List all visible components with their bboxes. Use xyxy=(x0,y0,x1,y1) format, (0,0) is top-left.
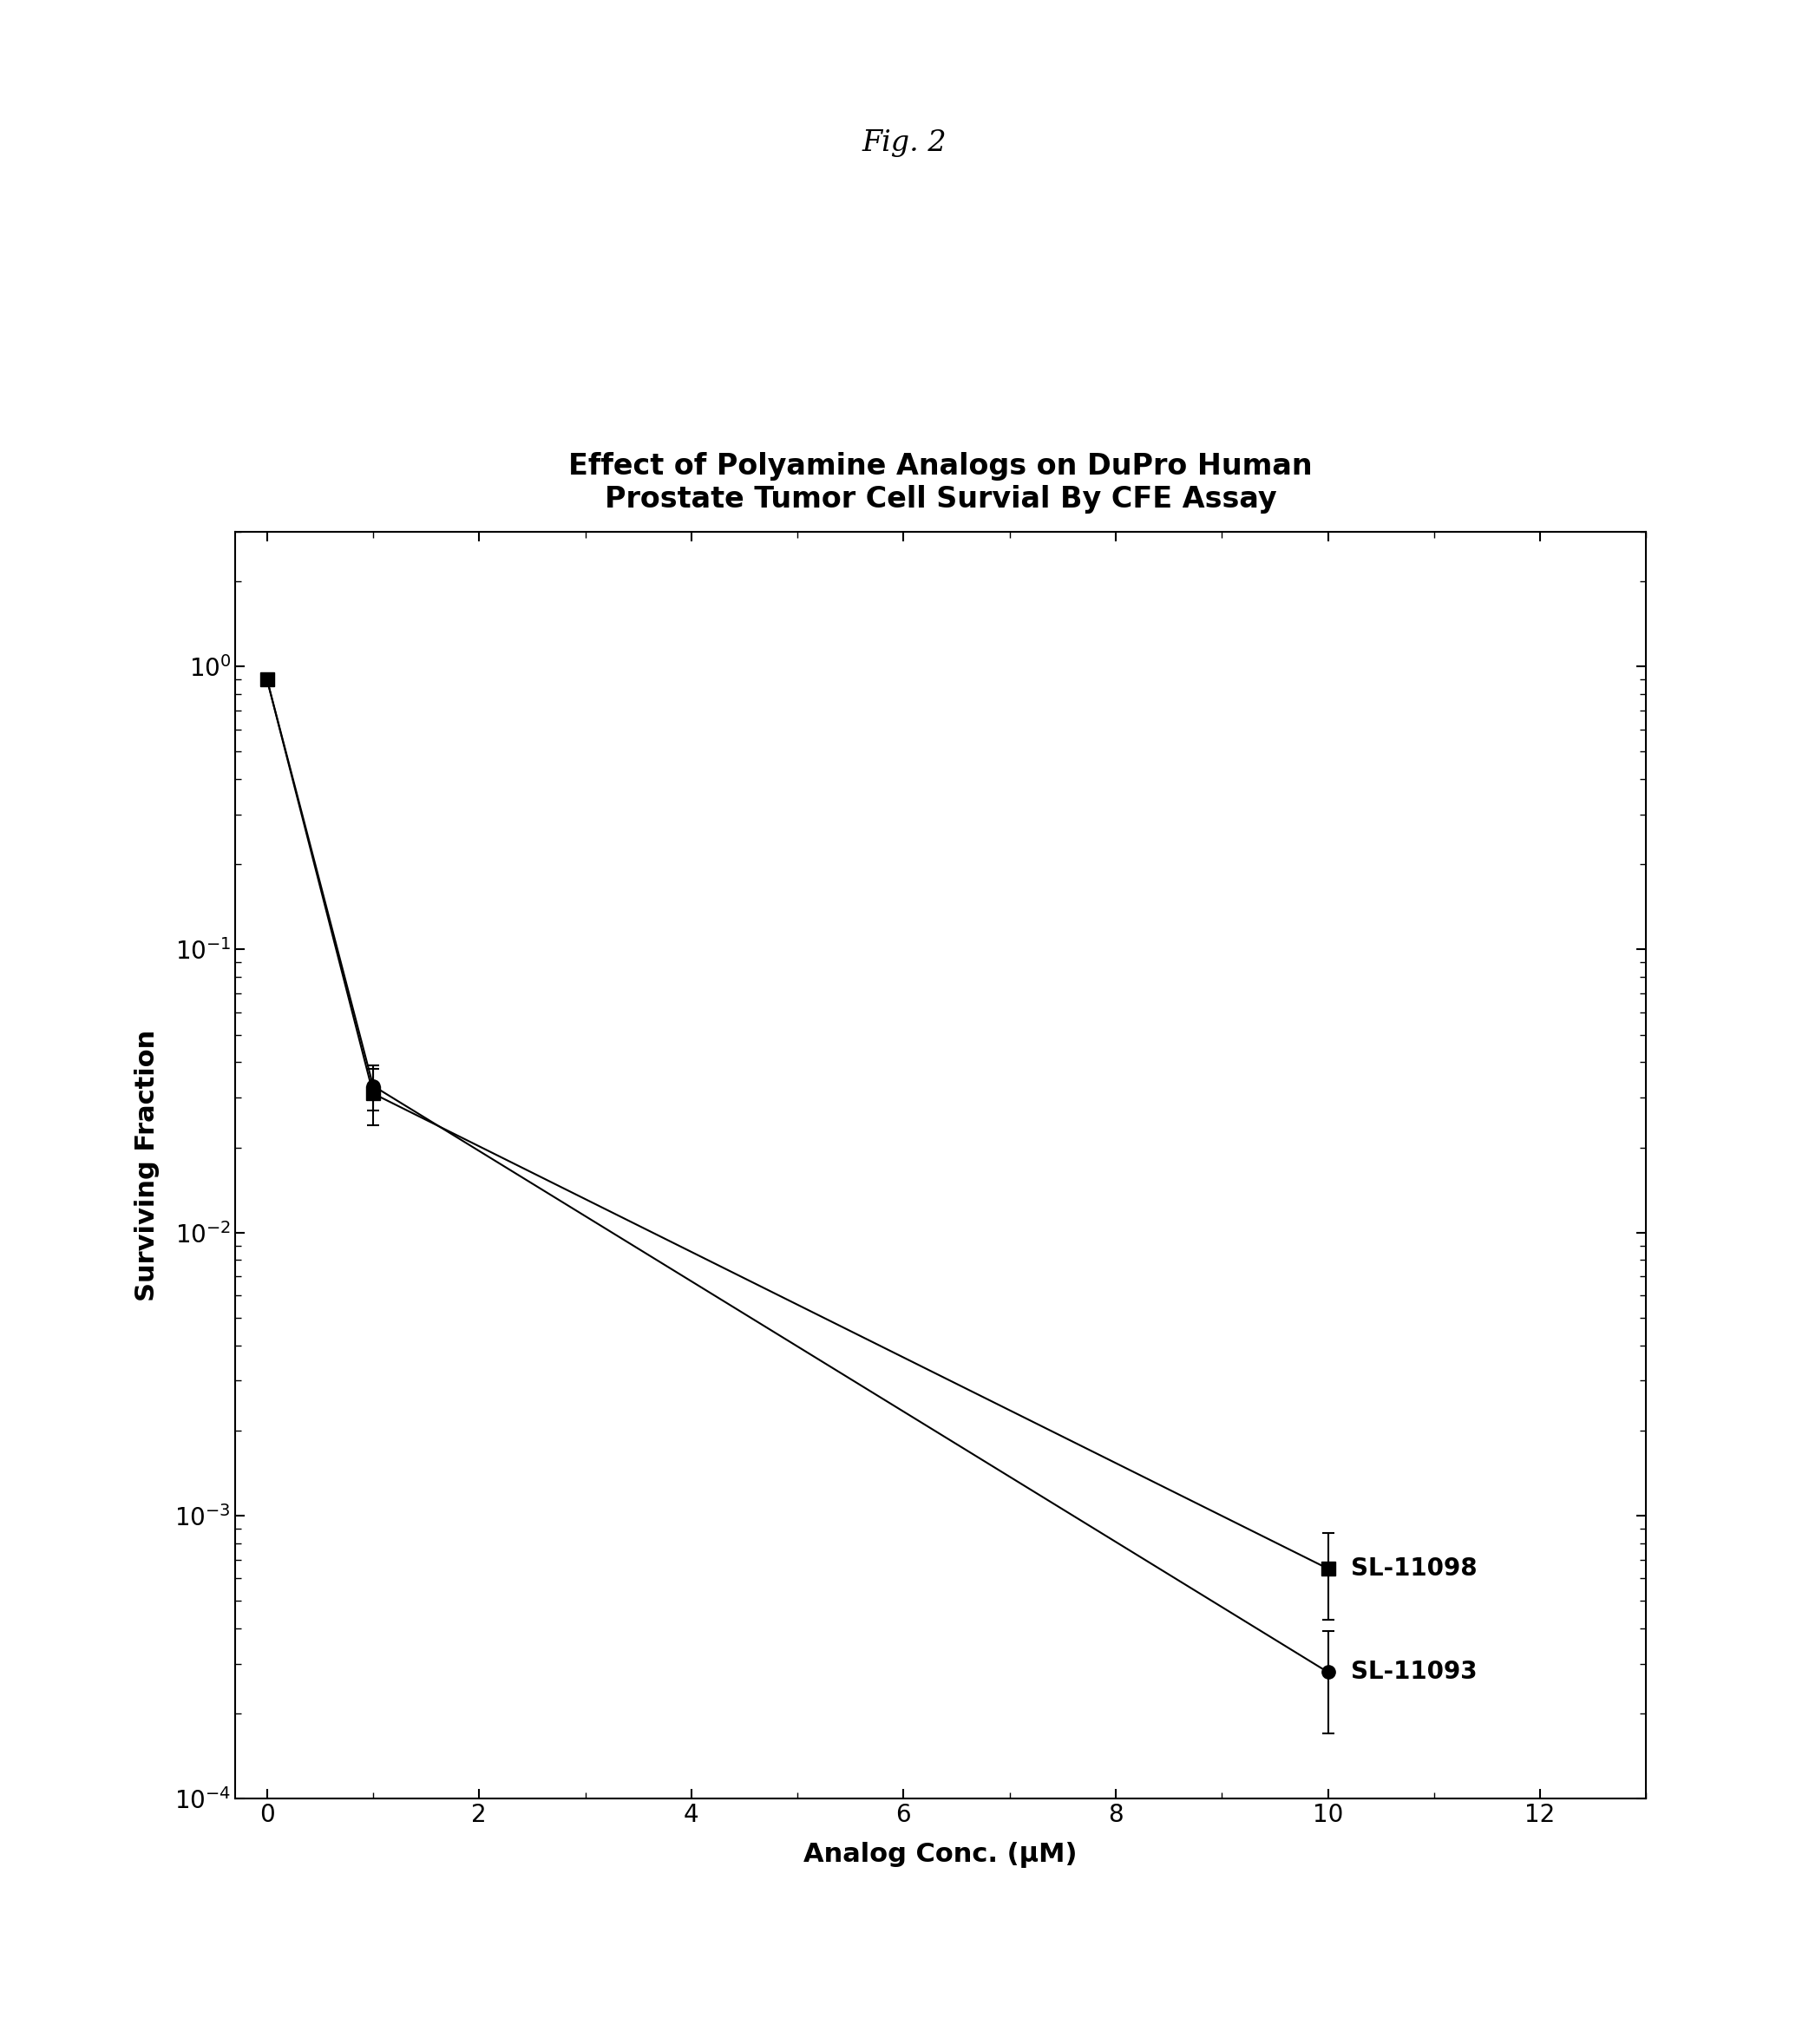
Y-axis label: Surviving Fraction: Surviving Fraction xyxy=(136,1030,159,1300)
Text: Fig. 2: Fig. 2 xyxy=(863,129,946,157)
Text: SL-11093: SL-11093 xyxy=(1351,1660,1478,1684)
Title: Effect of Polyamine Analogs on DuPro Human
Prostate Tumor Cell Survial By CFE As: Effect of Polyamine Analogs on DuPro Hum… xyxy=(568,452,1313,513)
X-axis label: Analog Conc. (μM): Analog Conc. (μM) xyxy=(803,1842,1078,1868)
Text: SL-11098: SL-11098 xyxy=(1351,1555,1478,1580)
